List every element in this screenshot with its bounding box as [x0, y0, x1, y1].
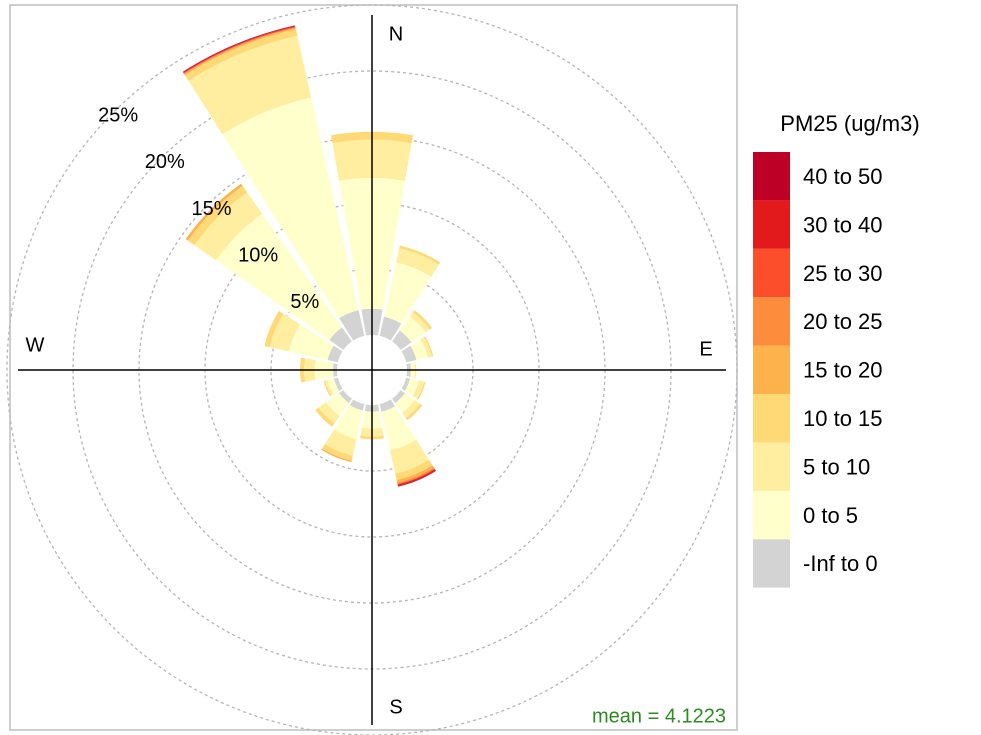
rose-segment — [185, 183, 243, 241]
rose-segment — [396, 248, 439, 277]
legend-swatch — [753, 248, 790, 298]
rose-segment — [395, 393, 415, 413]
rose-segment — [390, 439, 429, 474]
compass-label: S — [389, 696, 402, 718]
rose-segment — [379, 316, 402, 341]
compass-label: W — [26, 334, 45, 356]
panel — [9, 4, 738, 731]
rose-segment — [420, 337, 432, 358]
rose-segment — [397, 467, 435, 485]
rose-segment — [423, 336, 434, 357]
rose-segment — [381, 406, 417, 451]
legend-label: 25 to 30 — [803, 261, 883, 286]
rose-segment — [215, 213, 343, 341]
rose-segment — [410, 339, 429, 361]
ring-label: 25% — [98, 104, 138, 126]
mean-annotation: mean = 4.1223 — [592, 705, 726, 727]
rose-segment — [269, 313, 301, 352]
rose-segment — [321, 448, 352, 463]
grid-ring — [6, 4, 738, 735]
compass-label: N — [389, 23, 403, 45]
rose-segment — [401, 377, 411, 391]
rose-segment — [222, 97, 359, 319]
legend-swatch — [753, 345, 790, 394]
rose-segment — [404, 378, 420, 396]
rose-segment — [405, 403, 423, 421]
ring-label: 15% — [191, 198, 231, 220]
legend-label: 30 to 40 — [803, 212, 883, 237]
legend-label: 10 to 15 — [803, 406, 883, 431]
rose-segment — [194, 192, 263, 261]
legend-swatch — [753, 490, 790, 540]
rose-segment — [315, 407, 335, 427]
legend-swatch — [753, 442, 790, 491]
ring-label: 20% — [145, 151, 185, 173]
legend-label: 20 to 25 — [803, 309, 883, 334]
rose-segment — [288, 324, 334, 361]
rose-segment — [324, 429, 357, 456]
legend-label: 5 to 10 — [803, 454, 870, 479]
rose-segment — [417, 381, 426, 400]
rose-segment — [329, 327, 352, 350]
legend-label: -Inf to 0 — [803, 551, 878, 576]
legend-swatch — [753, 539, 790, 588]
rose-segment — [392, 390, 405, 403]
rose-segment — [334, 405, 363, 439]
rose-segment — [322, 444, 353, 461]
rose-segment — [399, 316, 426, 343]
rose-segment — [395, 459, 433, 481]
legend-title: PM25 (ug/m3) — [780, 111, 919, 136]
rose-segment — [324, 379, 334, 396]
legend-swatch — [753, 200, 790, 249]
rose-segment — [383, 262, 432, 324]
rose-segment — [412, 310, 432, 330]
rose-segment — [397, 469, 436, 486]
rose-segment — [188, 35, 312, 135]
legend-swatch — [753, 152, 790, 201]
legend-label: 0 to 5 — [803, 503, 858, 528]
rose-segment — [401, 399, 421, 419]
legend-swatch — [753, 297, 790, 346]
rose-segment — [326, 393, 349, 416]
ring-label: 5% — [290, 291, 319, 313]
rose-segment — [399, 245, 441, 265]
ring-label: 10% — [238, 244, 278, 266]
rose-segment — [349, 399, 365, 411]
rose-segment — [323, 380, 332, 397]
legend-swatch — [753, 394, 790, 443]
rose-segment — [264, 310, 284, 348]
legend-label: 15 to 20 — [803, 358, 883, 383]
rose-segment — [339, 310, 365, 341]
rose-segment — [184, 29, 298, 81]
legend-label: 40 to 50 — [803, 164, 883, 189]
rose-segment — [339, 390, 352, 403]
rose-segment — [396, 465, 434, 483]
rose-segment — [333, 377, 343, 391]
rose-segment — [401, 345, 417, 363]
rose-segment — [409, 312, 430, 333]
rose-segment — [318, 402, 340, 424]
rose-segment — [327, 378, 340, 395]
rose-segment — [187, 185, 248, 246]
rose-segment — [327, 345, 343, 363]
rose-segment — [412, 380, 425, 399]
compass-label: E — [699, 338, 712, 360]
rose-segment — [379, 399, 395, 412]
rose-segment — [392, 330, 412, 350]
